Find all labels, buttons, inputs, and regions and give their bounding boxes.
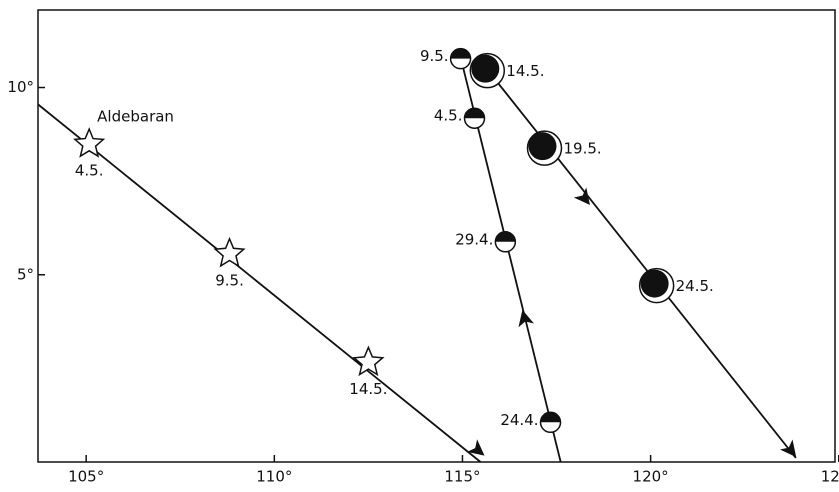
point-label: 24.4. (500, 411, 538, 429)
plot-frame (38, 10, 835, 462)
path-line (479, 59, 796, 458)
point-label: 24.5. (676, 277, 714, 295)
point-label: 29.4. (455, 230, 493, 248)
series-name: Aldebaran (97, 108, 174, 126)
phase-shade (471, 55, 499, 83)
point-label: 4.5. (434, 107, 463, 125)
point-label: 19.5. (563, 140, 601, 158)
direction-arrow (574, 188, 596, 210)
phase-shade (451, 49, 471, 59)
phase-shade (495, 232, 515, 242)
path-line (38, 104, 481, 462)
direction-arrow (515, 308, 534, 327)
phase-shade (641, 270, 669, 298)
x-tick-label: 120° (633, 468, 669, 486)
y-tick-label: 5° (17, 265, 34, 283)
chart: 105° 110° 115° 120° 125° 5° 10° 4.5. 9.5. 14.5. Al… (0, 0, 839, 488)
x-tick-label: 125° (821, 468, 839, 486)
phase-shade (528, 132, 556, 160)
point-label: 14.5. (349, 380, 387, 398)
point-label: 14.5. (506, 62, 544, 80)
x-tick-label: 115° (444, 468, 480, 486)
phase-shade (465, 108, 485, 118)
y-tick-label: 10° (7, 78, 34, 96)
page: 105° 110° 115° 120° 125° 5° 10° 4.5. 9.5. 14.5. Al… (0, 0, 839, 492)
point-label: 9.5. (215, 271, 244, 289)
x-tick-label: 110° (256, 468, 292, 486)
phase-shade (541, 412, 561, 422)
direction-arrow (467, 439, 490, 462)
point-label: 9.5. (420, 47, 449, 65)
x-tick-label: 105° (68, 468, 104, 486)
point-label: 4.5. (75, 162, 104, 180)
star-marker (75, 129, 104, 156)
star-marker (215, 239, 244, 266)
